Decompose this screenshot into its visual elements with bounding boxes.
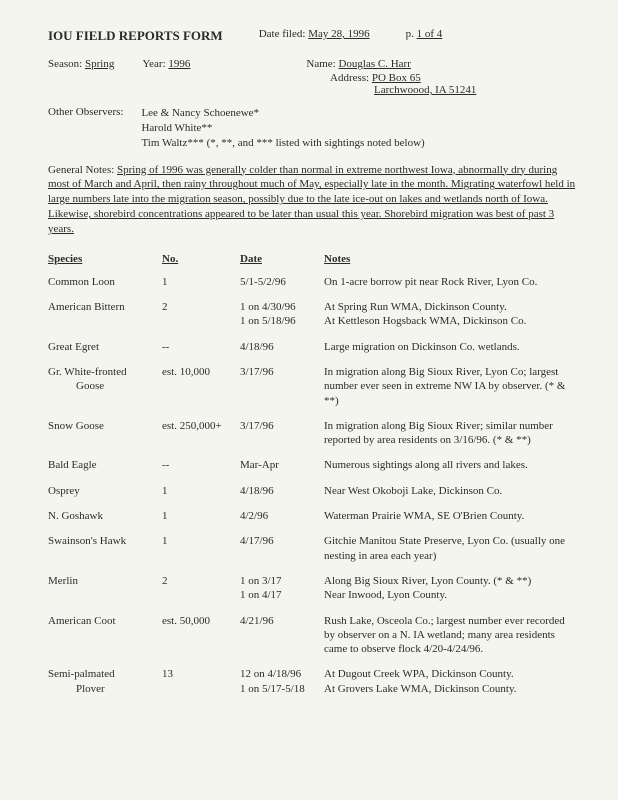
date-cell: 3/17/96: [240, 365, 324, 408]
table-row: N. Goshawk14/2/96Waterman Prairie WMA, S…: [48, 509, 576, 523]
date-cell: 4/21/96: [240, 614, 324, 657]
notes-cell: Waterman Prairie WMA, SE O'Brien County.: [324, 509, 576, 523]
species-cell: Great Egret: [48, 340, 162, 354]
species-cell: Gr. White-frontedGoose: [48, 365, 162, 408]
table-row: Common Loon15/1-5/2/96On 1-acre borrow p…: [48, 275, 576, 289]
species-cell: Semi-palmatedPlover: [48, 667, 162, 696]
count-cell: 1: [162, 275, 240, 289]
count-cell: 2: [162, 300, 240, 329]
table-row: Gr. White-frontedGooseest. 10,0003/17/96…: [48, 365, 576, 408]
observers-label: Other Observers:: [48, 106, 123, 151]
count-cell: --: [162, 340, 240, 354]
table-header: Species No. Date Notes: [48, 253, 576, 265]
count-cell: est. 250,000+: [162, 419, 240, 448]
date-cell: 3/17/96: [240, 419, 324, 448]
table-row: Osprey14/18/96Near West Okoboji Lake, Di…: [48, 484, 576, 498]
count-cell: 1: [162, 509, 240, 523]
table-row: Great Egret--4/18/96Large migration on D…: [48, 340, 576, 354]
info-row: Season: Spring Year: 1996 Name: Douglas …: [48, 58, 576, 70]
page-number: p. 1 of 4: [406, 28, 443, 44]
table-row: Snow Gooseest. 250,000+3/17/96In migrati…: [48, 419, 576, 448]
notes-cell: On 1-acre borrow pit near Rock River, Ly…: [324, 275, 576, 289]
date-cell: 4/2/96: [240, 509, 324, 523]
species-cell: Snow Goose: [48, 419, 162, 448]
form-title: IOU FIELD REPORTS FORM: [48, 28, 223, 44]
species-cell: N. Goshawk: [48, 509, 162, 523]
count-cell: 2: [162, 574, 240, 603]
date-cell: 4/17/96: [240, 534, 324, 563]
count-cell: est. 10,000: [162, 365, 240, 408]
date-cell: 5/1-5/2/96: [240, 275, 324, 289]
date-cell: Mar-Apr: [240, 458, 324, 472]
notes-cell: In migration along Big Sioux River; simi…: [324, 419, 576, 448]
notes-cell: Large migration on Dickinson Co. wetland…: [324, 340, 576, 354]
notes-cell: Gitchie Manitou State Preserve, Lyon Co.…: [324, 534, 576, 563]
date-filed: Date filed: May 28, 1996: [259, 28, 370, 44]
notes-cell: At Spring Run WMA, Dickinson County.At K…: [324, 300, 576, 329]
count-cell: --: [162, 458, 240, 472]
species-cell: American Coot: [48, 614, 162, 657]
header-row: IOU FIELD REPORTS FORM Date filed: May 2…: [48, 28, 576, 44]
species-cell: American Bittern: [48, 300, 162, 329]
species-cell: Bald Eagle: [48, 458, 162, 472]
address-block: Address: PO Box 65 Larchwoood, IA 51241: [330, 72, 576, 96]
count-cell: 13: [162, 667, 240, 696]
observers-list: Lee & Nancy Schoenewe* Harold White** Ti…: [141, 106, 424, 151]
count-cell: 1: [162, 534, 240, 563]
notes-cell: Numerous sightings along all rivers and …: [324, 458, 576, 472]
date-cell: 4/18/96: [240, 484, 324, 498]
notes-cell: In migration along Big Sioux River, Lyon…: [324, 365, 576, 408]
table-row: Swainson's Hawk14/17/96Gitchie Manitou S…: [48, 534, 576, 563]
date-cell: 1 on 4/30/961 on 5/18/96: [240, 300, 324, 329]
name: Name: Douglas C. Harr: [306, 58, 410, 70]
season: Season: Spring: [48, 58, 114, 70]
table-row: American Cootest. 50,0004/21/96Rush Lake…: [48, 614, 576, 657]
date-cell: 12 on 4/18/961 on 5/17-5/18: [240, 667, 324, 696]
notes-cell: Rush Lake, Osceola Co.; largest number e…: [324, 614, 576, 657]
observers-row: Other Observers: Lee & Nancy Schoenewe* …: [48, 106, 576, 151]
table-row: Merlin21 on 3/171 on 4/17Along Big Sioux…: [48, 574, 576, 603]
notes-cell: Along Big Sioux River, Lyon County. (* &…: [324, 574, 576, 603]
species-cell: Osprey: [48, 484, 162, 498]
date-cell: 1 on 3/171 on 4/17: [240, 574, 324, 603]
general-notes: General Notes: Spring of 1996 was genera…: [48, 163, 576, 237]
species-cell: Merlin: [48, 574, 162, 603]
count-cell: 1: [162, 484, 240, 498]
count-cell: est. 50,000: [162, 614, 240, 657]
species-cell: Common Loon: [48, 275, 162, 289]
table-row: Bald Eagle--Mar-AprNumerous sightings al…: [48, 458, 576, 472]
table-row: American Bittern21 on 4/30/961 on 5/18/9…: [48, 300, 576, 329]
table-row: Semi-palmatedPlover1312 on 4/18/961 on 5…: [48, 667, 576, 696]
date-cell: 4/18/96: [240, 340, 324, 354]
notes-cell: At Dugout Creek WPA, Dickinson County.At…: [324, 667, 576, 696]
species-rows: Common Loon15/1-5/2/96On 1-acre borrow p…: [48, 275, 576, 696]
year: Year: 1996: [142, 58, 190, 70]
notes-cell: Near West Okoboji Lake, Dickinson Co.: [324, 484, 576, 498]
species-cell: Swainson's Hawk: [48, 534, 162, 563]
